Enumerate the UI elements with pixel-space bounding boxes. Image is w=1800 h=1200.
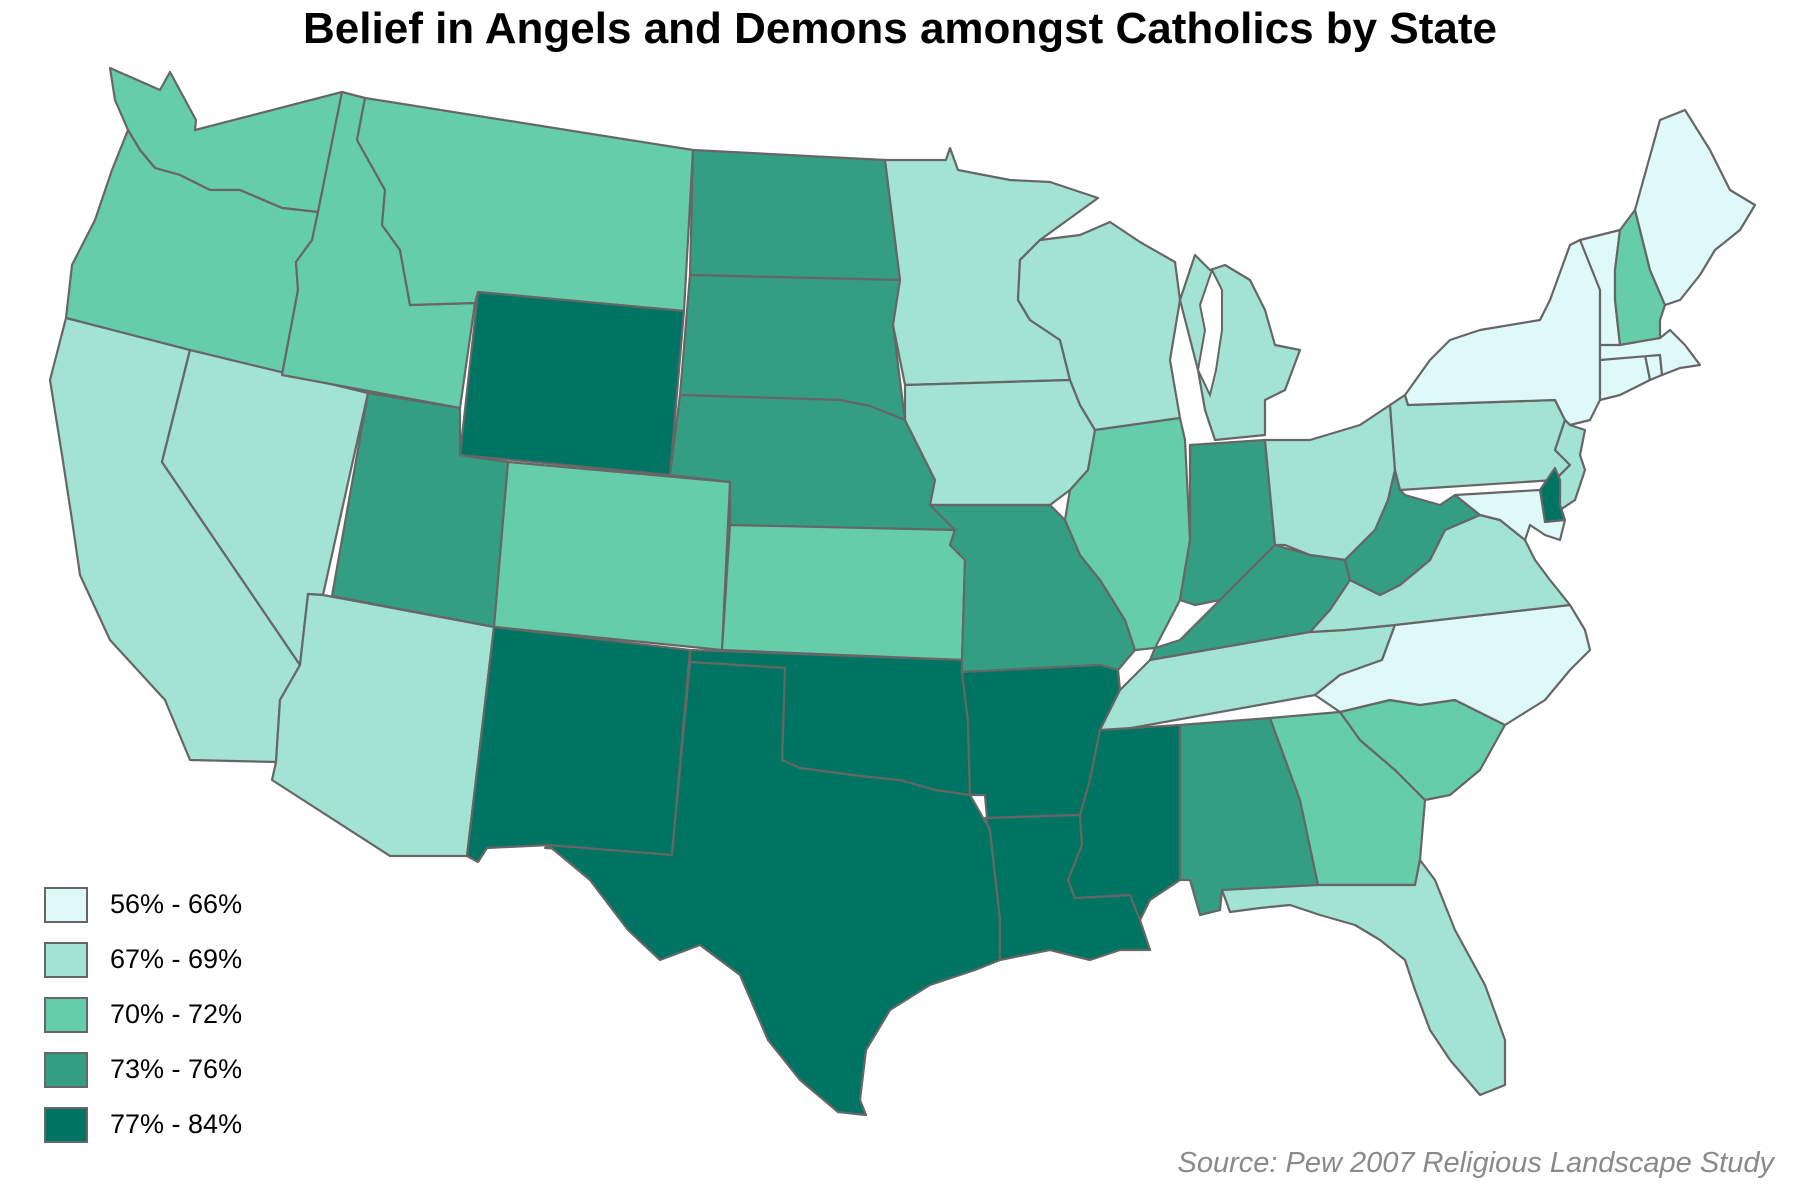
legend-item: 73% - 76% <box>44 1042 242 1097</box>
legend-label: 70% - 72% <box>110 999 243 1029</box>
legend-item: 56% - 66% <box>44 877 242 932</box>
legend-swatch <box>44 996 88 1033</box>
state-wyoming[interactable] <box>458 290 686 477</box>
state-illinois[interactable] <box>1063 416 1192 652</box>
legend-label: 73% - 76% <box>110 1054 243 1084</box>
state-kansas[interactable] <box>720 523 967 662</box>
state-new-york[interactable] <box>1403 238 1602 427</box>
state-new-jersey[interactable] <box>1553 418 1587 512</box>
state-arizona[interactable] <box>270 592 496 858</box>
state-montana[interactable] <box>355 96 695 313</box>
map-legend: 56% - 66% 67% - 69% 70% - 72% 73% - 76% … <box>44 877 242 1152</box>
legend-swatch <box>44 1051 88 1088</box>
legend-item: 70% - 72% <box>44 987 242 1042</box>
state-north-carolina[interactable] <box>1313 603 1592 727</box>
state-maine[interactable] <box>1633 108 1757 307</box>
state-colorado[interactable] <box>492 460 732 652</box>
lake-michigan-shape <box>1196 267 1223 398</box>
legend-swatch <box>44 941 88 978</box>
legend-item: 67% - 69% <box>44 932 242 987</box>
state-texas[interactable] <box>546 660 1002 1117</box>
legend-swatch <box>44 886 88 923</box>
state-iowa[interactable] <box>903 378 1097 507</box>
map-title: Belief in Angels and Demons amongst Cath… <box>303 4 1497 53</box>
legend-label: 56% - 66% <box>110 889 243 919</box>
state-new-mexico[interactable] <box>465 625 692 864</box>
state-connecticut[interactable] <box>1598 353 1652 402</box>
legend-item: 77% - 84% <box>44 1097 242 1152</box>
legend-label: 67% - 69% <box>110 944 243 974</box>
state-massachusetts[interactable] <box>1598 328 1702 377</box>
legend-swatch <box>44 1106 88 1143</box>
legend-label: 77% - 84% <box>110 1109 243 1139</box>
state-maryland[interactable] <box>1453 488 1567 542</box>
state-michigan[interactable] <box>1178 253 1302 442</box>
state-pennsylvania[interactable] <box>1388 393 1572 492</box>
state-north-dakota[interactable] <box>688 148 902 282</box>
state-florida[interactable] <box>1220 858 1507 1097</box>
source-credit: Source: Pew 2007 Religious Landscape Stu… <box>1177 1147 1775 1179</box>
